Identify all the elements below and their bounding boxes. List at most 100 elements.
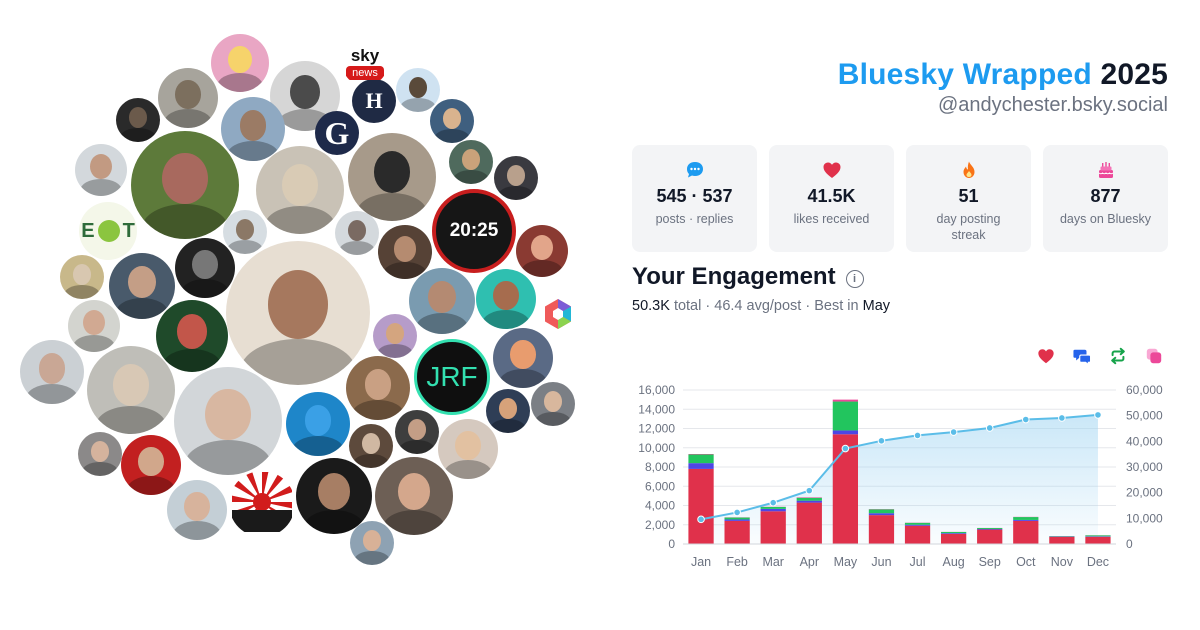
- best-label: Best in: [814, 298, 859, 314]
- title-year: 2025: [1100, 58, 1168, 91]
- best-month: May: [862, 298, 891, 314]
- bar-segment-quotes: [832, 399, 859, 402]
- avatar: [438, 419, 498, 479]
- y2-tick-label: 20,000: [1126, 486, 1163, 500]
- stat-value: 51: [958, 186, 979, 206]
- engagement-header: Your Engagement i: [632, 263, 864, 291]
- flame-icon: [958, 159, 980, 181]
- header: Bluesky Wrapped 2025 @andychester.bsky.s…: [838, 58, 1168, 117]
- avatar: [167, 480, 227, 540]
- avatar: [486, 389, 530, 433]
- stat-card-streak: 51 day posting streak: [906, 145, 1031, 252]
- x-tick-label: Sep: [979, 555, 1001, 569]
- y2-tick-label: 10,000: [1126, 511, 1163, 525]
- x-tick-label: Dec: [1087, 555, 1109, 569]
- bar-segment-reposts: [796, 497, 822, 501]
- y-tick-label: 6,000: [645, 479, 675, 493]
- avatar: [373, 314, 417, 358]
- bar-segment-replies: [940, 533, 967, 534]
- stat-label: days on Bluesky: [1059, 212, 1152, 226]
- chat-bubble-icon: [684, 159, 706, 181]
- stats-row: 545 · 537 posts · replies 41.5K likes re…: [632, 145, 1168, 252]
- y2-tick-label: 30,000: [1126, 460, 1163, 474]
- stat-value: 877: [1090, 186, 1121, 206]
- avatar: JRF: [414, 339, 490, 415]
- y-tick-label: 14,000: [638, 402, 675, 416]
- engagement-chart: 0 2,000 4,000 6,000 8,000 10,000 12,000 14,000 1…: [628, 378, 1172, 574]
- x-tick-label: Nov: [1051, 555, 1074, 569]
- avatar: [68, 300, 120, 352]
- repost-icon[interactable]: [1108, 346, 1128, 366]
- avatar: [256, 146, 344, 234]
- cake-icon: [1095, 159, 1117, 181]
- y-tick-label: 16,000: [638, 383, 675, 397]
- avatar: [226, 241, 370, 385]
- heart-icon[interactable]: [1036, 346, 1056, 366]
- avatar: [60, 255, 104, 299]
- bar-segment-reposts: [832, 401, 859, 431]
- info-icon[interactable]: i: [845, 269, 864, 288]
- x-tick-label: Feb: [726, 555, 748, 569]
- avatar: [121, 435, 181, 495]
- bar-segment-replies: [796, 500, 822, 503]
- x-tick-label: Jun: [871, 555, 891, 569]
- x-tick-label: May: [834, 555, 858, 569]
- bar-segment-likes: [688, 468, 714, 544]
- bar-segment-reposts: [760, 506, 786, 509]
- avatar: [221, 97, 285, 161]
- bar-segment-reposts: [904, 522, 931, 525]
- avatar: [349, 424, 393, 468]
- bar-segment-likes: [904, 525, 931, 544]
- stat-card-posts: 545 · 537 posts · replies: [632, 145, 757, 252]
- heart-icon: [821, 159, 843, 181]
- bar-segment-reposts: [977, 528, 1003, 529]
- cumulative-line: [700, 413, 1099, 521]
- x-tick-label: Mar: [762, 555, 784, 569]
- chart-legend: [1036, 346, 1164, 366]
- quote-icon[interactable]: [1144, 346, 1164, 366]
- engagement-total-label: total: [673, 298, 702, 314]
- cumulative-point: [949, 428, 958, 436]
- avatar: [476, 269, 536, 329]
- bar-segment-replies: [977, 528, 1003, 530]
- avatar: [116, 98, 160, 142]
- avatar: [286, 392, 350, 456]
- avatar: [375, 457, 453, 535]
- brand-title: Bluesky Wrapped: [837, 58, 1092, 91]
- bar-segment-replies: [832, 430, 859, 435]
- y-tick-label: 4,000: [645, 499, 675, 513]
- y-tick-label: 12,000: [638, 422, 675, 436]
- cumulative-point: [841, 444, 850, 453]
- avatar: [494, 156, 538, 200]
- cumulative-point: [1058, 414, 1066, 422]
- x-tick-label: Jan: [691, 555, 711, 569]
- avatar: [75, 144, 127, 196]
- avatar: [78, 432, 122, 476]
- bar-segment-likes: [977, 529, 1003, 544]
- avatar: [346, 356, 410, 420]
- bar-segment-replies: [904, 524, 931, 526]
- reply-icon[interactable]: [1072, 346, 1092, 366]
- bar-segment-likes: [724, 520, 750, 544]
- avatar: [449, 140, 493, 184]
- y-tick-label: 8,000: [645, 460, 675, 474]
- y2-tick-label: 50,000: [1126, 409, 1163, 423]
- avatar: [516, 225, 568, 277]
- avatar: [350, 521, 394, 565]
- bar-segment-likes: [832, 434, 859, 544]
- engagement-title: Your Engagement: [632, 263, 836, 290]
- avatar: [175, 238, 235, 298]
- y2-tick-label: 0: [1126, 537, 1133, 551]
- x-tick-label: Aug: [943, 555, 965, 569]
- avatar: [348, 133, 436, 221]
- y2-tick-label: 40,000: [1126, 434, 1163, 448]
- engagement-avg: 46.4 avg/post: [714, 298, 802, 314]
- bar-segment-likes: [1013, 520, 1039, 544]
- cumulative-point: [805, 486, 814, 495]
- cumulative-point: [733, 508, 741, 517]
- avatar: [430, 99, 474, 143]
- chart-svg: 0 2,000 4,000 6,000 8,000 10,000 12,000 14,000 1…: [638, 383, 1163, 569]
- avatar: [20, 340, 84, 404]
- engagement-total: 50.3K: [632, 298, 670, 314]
- y-tick-label: 0: [668, 537, 675, 551]
